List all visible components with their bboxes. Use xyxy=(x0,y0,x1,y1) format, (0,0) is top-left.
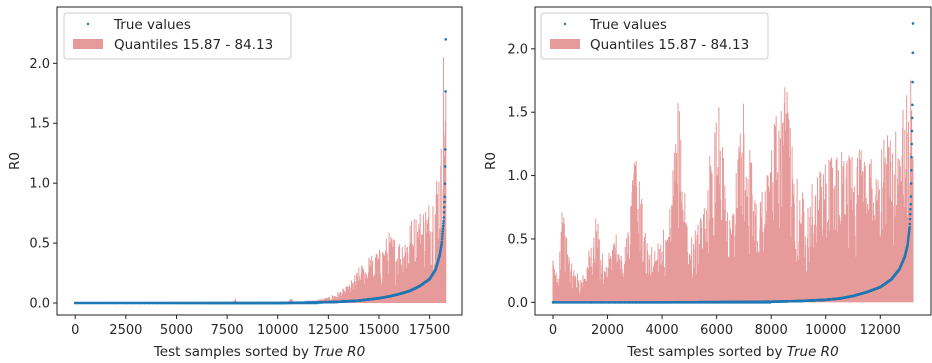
x-tick-label-right: 2000 xyxy=(591,323,624,338)
quantile-band-left xyxy=(74,57,447,304)
legend-label-quantiles-right: Quantiles 15.87 - 84.13 xyxy=(590,37,749,53)
y-tick-label-left: 0.0 xyxy=(29,297,50,312)
x-tick-label-left: 0 xyxy=(71,323,79,338)
x-tick-label-right: 4000 xyxy=(646,323,679,338)
true-value-point-left xyxy=(442,219,445,223)
true-value-point-right xyxy=(910,142,914,146)
true-value-point-right xyxy=(908,212,912,216)
y-tick-label-right: 0.0 xyxy=(507,296,528,311)
true-value-point-right xyxy=(911,51,915,55)
x-tick-label-left: 15000 xyxy=(358,323,399,338)
x-tick-label-right: 8000 xyxy=(755,323,788,338)
legend-marker-quantiles-left xyxy=(73,39,103,49)
true-value-point-right xyxy=(911,103,914,107)
y-tick-label-left: 2.0 xyxy=(29,57,50,72)
chart-panel-right: 0 2000 4000 6000 8000 10000 12000 0.0 0.5 1.0 1.5… xyxy=(483,6,932,360)
quantile-band-spikes-right xyxy=(552,79,914,303)
y-tick-label-left: 0.5 xyxy=(29,237,50,252)
true-value-point-right xyxy=(906,242,909,246)
x-tick-label-left: 17500 xyxy=(409,323,450,338)
true-value-point-left xyxy=(443,195,447,199)
x-tick-label-left: 12500 xyxy=(308,323,349,338)
true-value-point-left xyxy=(442,211,446,214)
true-value-point-left xyxy=(443,165,447,168)
plot-area-right xyxy=(551,22,915,304)
legend-box-left xyxy=(63,12,292,60)
true-value-point-right xyxy=(906,240,910,244)
true-values-right xyxy=(551,22,915,304)
quantile-band-spikes-left xyxy=(74,57,447,304)
legend-label-true-values-right: True values xyxy=(589,17,667,33)
y-tick-label-right: 1.5 xyxy=(507,106,528,121)
true-values-left xyxy=(73,38,448,305)
true-value-point-right xyxy=(909,182,913,185)
legend-label-quantiles-left: Quantiles 15.87 - 84.13 xyxy=(114,37,273,53)
x-tick-label-right: 6000 xyxy=(700,323,733,338)
x-tick-label-right: 0 xyxy=(549,323,557,338)
true-value-point-left xyxy=(442,216,446,219)
legend-marker-true-values-right xyxy=(563,22,567,26)
true-value-point-right xyxy=(908,225,911,229)
true-value-point-left xyxy=(444,90,447,93)
true-value-point-left xyxy=(440,240,444,243)
x-axis-left: 0 2500 5000 7500 10000 12500 15000 17500 xyxy=(71,315,450,338)
legend-box-right xyxy=(540,12,769,60)
x-tick-label-right: 10000 xyxy=(805,323,846,338)
true-value-point-left xyxy=(444,38,448,41)
y-axis-left: 0.0 0.5 1.0 1.5 2.0 xyxy=(29,57,57,312)
true-value-point-right xyxy=(908,217,912,221)
x-axis-label-right: Test samples sorted by True R0 xyxy=(626,344,838,360)
true-value-point-left xyxy=(443,200,446,204)
y-tick-label-right: 2.0 xyxy=(507,42,528,57)
y-tick-label-right: 0.5 xyxy=(507,232,528,247)
true-value-point-left xyxy=(441,235,444,238)
x-axis-label-left: Test samples sorted by True R0 xyxy=(153,344,365,360)
true-value-point-left xyxy=(444,148,447,151)
true-value-point-left xyxy=(440,237,444,241)
legend-right: True values Quantiles 15.87 - 84.13 xyxy=(540,12,769,60)
true-value-point-left xyxy=(441,227,445,230)
true-value-point-right xyxy=(911,80,914,84)
true-value-point-right xyxy=(908,222,912,226)
true-value-point-right xyxy=(910,168,913,172)
true-value-point-right xyxy=(909,195,913,198)
true-value-point-left xyxy=(442,205,446,209)
x-tick-label-left: 2500 xyxy=(109,323,142,338)
x-tick-label-right: 12000 xyxy=(860,323,901,338)
plot-area-left xyxy=(73,38,448,305)
y-axis-right: 0.0 0.5 1.0 1.5 2.0 xyxy=(507,42,535,311)
true-value-point-left xyxy=(441,224,445,228)
true-value-point-right xyxy=(911,22,915,25)
legend-marker-true-values-left xyxy=(86,22,90,26)
true-value-point-left xyxy=(441,229,445,233)
legend-left: True values Quantiles 15.87 - 84.13 xyxy=(63,12,292,60)
plot-frame-right xyxy=(534,6,932,316)
true-value-point-left xyxy=(440,242,443,245)
y-tick-label-right: 1.0 xyxy=(507,169,528,184)
true-value-point-right xyxy=(907,237,910,240)
y-tick-label-left: 1.5 xyxy=(29,117,50,132)
legend-label-true-values-left: True values xyxy=(113,17,191,33)
x-tick-label-left: 5000 xyxy=(160,323,193,338)
true-value-point-left xyxy=(442,222,445,225)
plot-frame-left xyxy=(56,6,463,316)
x-tick-label-left: 10000 xyxy=(257,323,298,338)
x-axis-right: 0 2000 4000 6000 8000 10000 12000 xyxy=(549,315,901,338)
true-value-point-right xyxy=(910,129,914,133)
legend-marker-quantiles-right xyxy=(550,39,580,49)
true-value-point-right xyxy=(910,155,913,159)
true-value-point-right xyxy=(909,207,912,211)
y-tick-label-left: 1.0 xyxy=(29,177,50,192)
true-value-point-right xyxy=(910,116,914,120)
y-axis-label-right: R0 xyxy=(483,152,499,170)
quantile-band-right xyxy=(552,79,914,303)
true-value-point-right xyxy=(909,202,912,206)
true-value-point-left xyxy=(441,232,444,236)
y-axis-label-left: R0 xyxy=(7,152,23,170)
true-value-point-left xyxy=(443,182,447,185)
chart-panel-left: 0 2500 5000 7500 10000 12500 15000 17500 0.0 0.5… xyxy=(7,6,463,360)
x-tick-label-left: 7500 xyxy=(211,323,244,338)
